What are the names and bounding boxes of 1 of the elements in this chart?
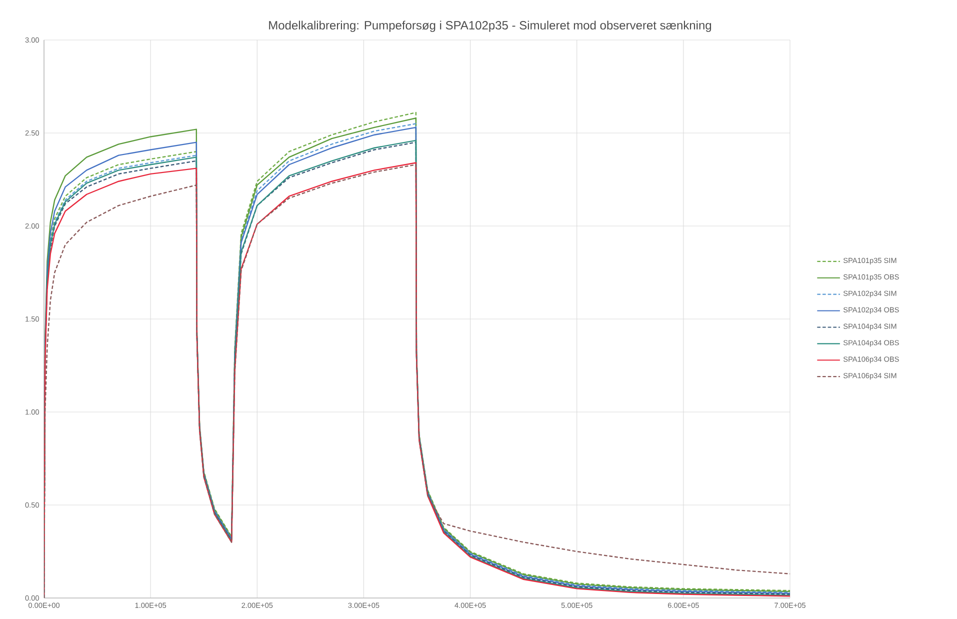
chart-title: Modelkalibrering: Pumpeforsøg i SPA102p35 - Simuleret mod observeret sænkning xyxy=(269,20,712,32)
